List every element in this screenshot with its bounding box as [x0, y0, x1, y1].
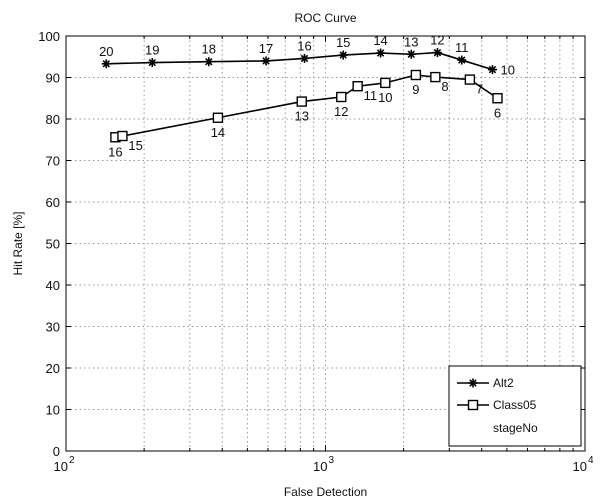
star-marker-stroke [488, 65, 497, 74]
square-marker [410, 69, 422, 81]
star-marker [487, 65, 497, 75]
square-marker [464, 74, 476, 85]
point-label: 10 [500, 63, 514, 78]
star-marker-stroke [300, 54, 309, 63]
chart-title: ROC Curve [294, 11, 356, 25]
square-marker [296, 96, 307, 107]
square-marker [212, 112, 224, 123]
square-marker [352, 81, 363, 92]
point-label: 9 [412, 82, 419, 97]
star-marker [468, 378, 478, 388]
point-label: 13 [295, 109, 309, 124]
star-marker [338, 50, 348, 60]
y-tick-label: 40 [46, 278, 60, 293]
x-axis-title: False Detection [284, 485, 367, 499]
y-tick-label: 60 [46, 195, 60, 210]
point-label: 15 [128, 138, 142, 153]
star-marker-stroke [433, 48, 442, 57]
point-label: 6 [494, 105, 501, 120]
star-marker-stroke [458, 56, 466, 64]
x-tick-label: 10 4 [573, 455, 594, 474]
star-marker [261, 56, 271, 66]
y-tick-label: 80 [46, 112, 60, 127]
x-tick-label-base: 10 [573, 459, 587, 474]
point-label: 10 [378, 90, 392, 105]
series-layer [101, 48, 503, 143]
y-tick-label: 70 [46, 154, 60, 169]
square-marker [380, 77, 391, 89]
point-label: 11 [455, 40, 469, 55]
point-label: 11 [364, 88, 378, 103]
point-label: 16 [108, 144, 122, 159]
y-tick-label: 50 [46, 237, 60, 252]
star-marker-stroke [262, 57, 270, 65]
point-label: 12 [430, 33, 444, 48]
legend-entry-alt2: Alt2 [457, 376, 514, 390]
square-marker [467, 399, 479, 411]
point-label: 19 [145, 43, 159, 58]
star-marker [300, 53, 310, 63]
point-label: 16 [297, 38, 311, 53]
legend-entries: Alt2 Class05 [457, 376, 537, 412]
point-label: 14 [373, 33, 387, 48]
star-marker-stroke [148, 58, 156, 67]
x-tick-label-base: 10 [313, 459, 327, 474]
point-label: 15 [336, 35, 350, 50]
star-marker-stroke [339, 51, 347, 59]
square-marker [492, 93, 503, 104]
star-marker [101, 59, 111, 69]
square-marker [430, 71, 441, 83]
y-tick-label: 90 [46, 71, 60, 86]
y-tick-label: 20 [46, 361, 60, 376]
series-alt2 [101, 48, 497, 75]
y-tick-label: 30 [46, 320, 60, 335]
point-label: 8 [441, 79, 448, 94]
point-label: 7 [476, 82, 483, 97]
point-label: 14 [211, 125, 225, 140]
legend-note: stageNo [493, 421, 538, 435]
point-label: 17 [259, 41, 273, 56]
x-tick-label-exponent: 2 [69, 455, 75, 466]
star-marker-stroke [102, 60, 111, 68]
square-marker [117, 130, 128, 142]
star-marker-stroke [469, 379, 477, 387]
x-tick-label-exponent: 4 [588, 455, 594, 466]
legend: Alt2 Class05 stageNo [448, 365, 582, 447]
star-marker [204, 57, 214, 67]
grid-layer [66, 36, 585, 451]
x-tick-label-exponent: 3 [329, 455, 335, 466]
x-tick-label: 10 2 [54, 455, 75, 474]
star-marker [406, 49, 416, 59]
y-tick-label: 100 [38, 29, 60, 44]
legend-label: Class05 [493, 398, 537, 412]
x-tick-label-base: 10 [54, 459, 68, 474]
point-label: 18 [202, 42, 216, 57]
star-marker [432, 48, 442, 58]
y-axis-title: Hit Rate [%] [11, 211, 25, 275]
star-marker [147, 58, 157, 68]
y-tick-label: 10 [46, 403, 60, 418]
star-marker [457, 55, 467, 65]
point-label: 20 [99, 44, 113, 59]
legend-label: Alt2 [493, 376, 514, 390]
x-tick-label: 10 3 [313, 455, 334, 474]
legend-entry-class05: Class05 [457, 398, 537, 412]
series-class05 [110, 69, 503, 143]
point-label: 13 [404, 34, 418, 49]
point-label: 12 [334, 104, 348, 119]
star-marker-stroke [376, 49, 385, 57]
star-marker-stroke [407, 50, 415, 58]
y-tick-label: 0 [53, 444, 60, 459]
square-marker [336, 91, 347, 103]
star-marker-stroke [205, 58, 213, 66]
star-marker [376, 48, 386, 58]
